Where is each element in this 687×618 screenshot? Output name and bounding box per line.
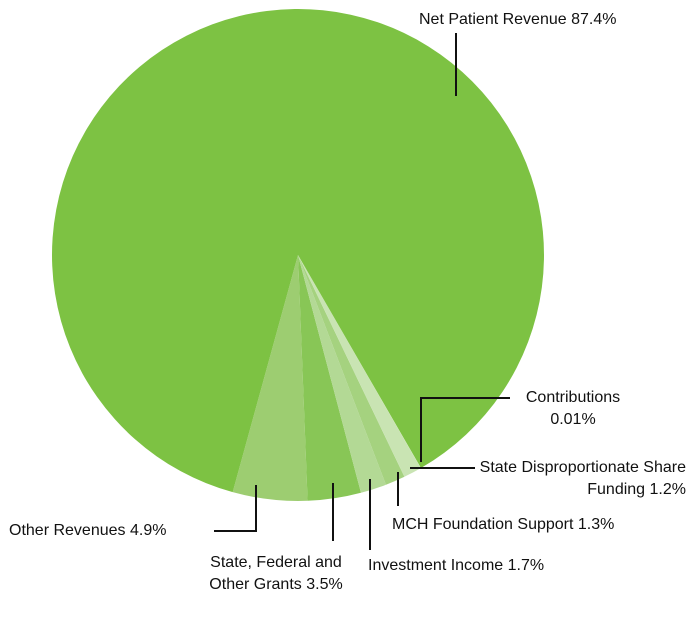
leader-lines	[214, 33, 510, 550]
leader-line	[214, 485, 257, 532]
category-name: State, Federal and Other Grants	[209, 554, 342, 593]
slice-label: State Disproportionate Share Funding 1.2…	[460, 457, 686, 501]
value-label: 3.5%	[306, 576, 343, 593]
value-label: 87.4%	[571, 11, 617, 28]
pie-slice	[51, 9, 544, 493]
category-name: Investment Income	[368, 557, 504, 574]
slice-label: MCH Foundation Support 1.3%	[392, 514, 682, 536]
value-label: 4.9%	[129, 522, 167, 539]
value-label: 0.01%	[550, 411, 596, 428]
category-name: Net Patient Revenue	[419, 11, 567, 28]
slice-label: Net Patient Revenue 87.4%	[419, 9, 679, 31]
category-name: State Disproportionate Share Funding	[479, 459, 686, 498]
pie-slice	[298, 255, 421, 469]
value-label: 1.3%	[577, 516, 615, 533]
slice-label: Contributions 0.01%	[508, 387, 638, 431]
value-label: 1.2%	[649, 481, 686, 498]
category-name: MCH Foundation Support	[392, 516, 574, 533]
pie-slice	[298, 255, 361, 501]
slice-label: State, Federal and Other Grants 3.5%	[206, 552, 346, 596]
category-name: Contributions	[525, 389, 621, 406]
leader-line	[420, 397, 510, 462]
slice-label: Other Revenues 4.9%	[9, 520, 214, 542]
slice-label: Investment Income 1.7%	[368, 555, 608, 577]
pie-slice	[298, 255, 405, 485]
category-name: Other Revenues	[9, 522, 126, 539]
pie-slice	[232, 255, 308, 502]
value-label: 1.7%	[507, 557, 545, 574]
pie-slice	[298, 255, 421, 477]
pie-slice	[298, 255, 386, 493]
